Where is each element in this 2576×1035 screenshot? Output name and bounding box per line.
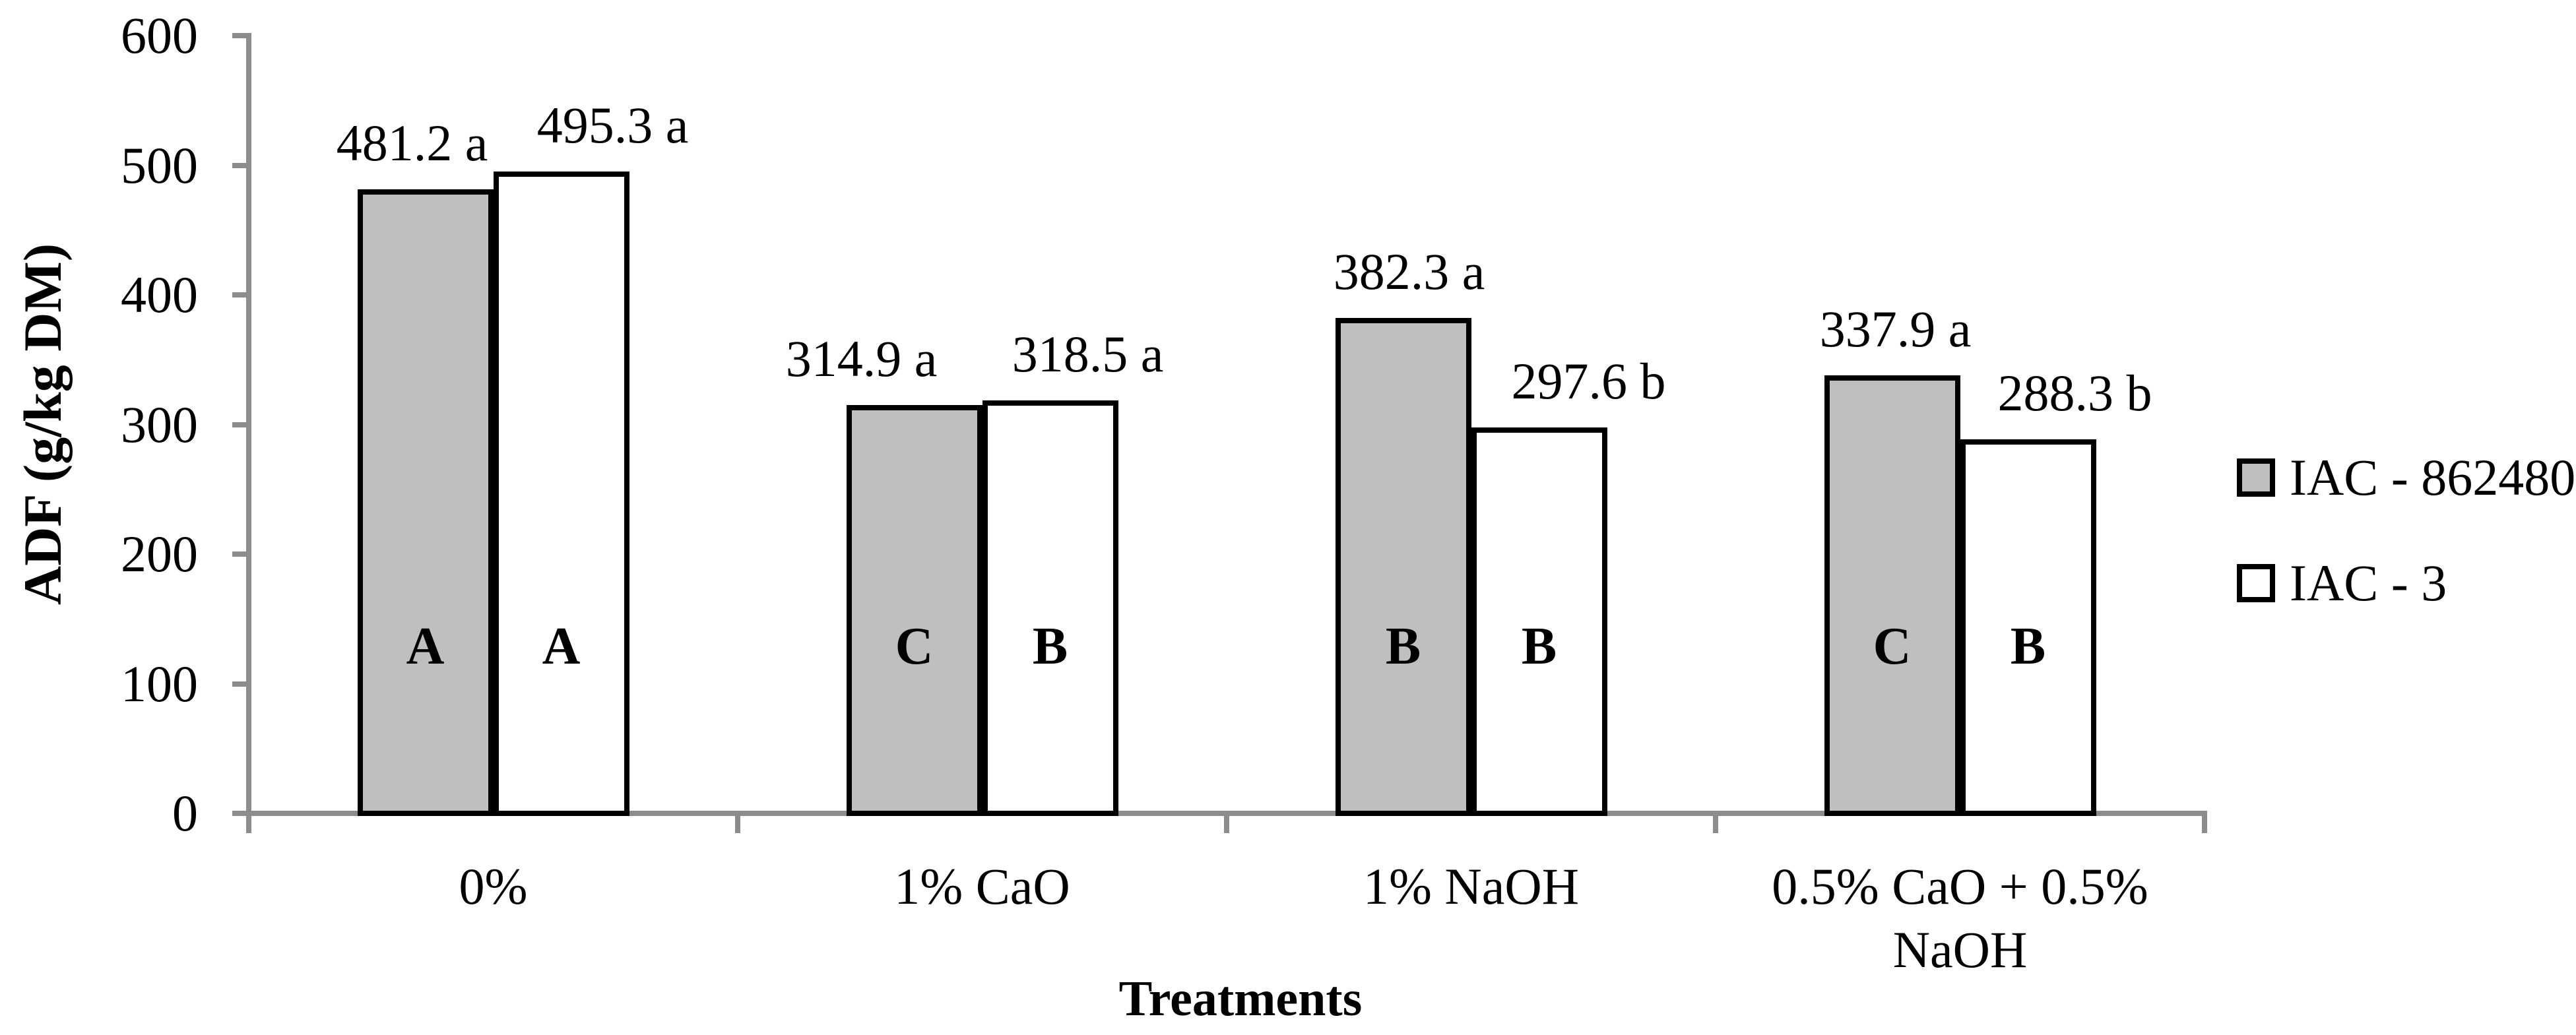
bar [1824, 375, 1960, 816]
bar-value-label: 382.3 a [1333, 242, 1485, 300]
bar-value-label: 481.2 a [336, 114, 488, 172]
x-tick-mark [735, 813, 740, 833]
bar-letter-label: B [2010, 617, 2046, 675]
x-tick-mark [1224, 813, 1229, 833]
bar-value-label: 318.5 a [1012, 325, 1164, 383]
y-tick-mark [232, 292, 249, 298]
legend-item: IAC - 862480 [2237, 438, 2575, 517]
bar [493, 171, 629, 816]
legend-swatch-icon [2237, 458, 2275, 497]
y-tick-label: 100 [121, 654, 198, 712]
category-label: 0.5% CaO + 0.5% NaOH [1772, 858, 2148, 978]
bar [1335, 317, 1471, 816]
legend-swatch-icon [2237, 564, 2275, 602]
y-tick-mark [232, 681, 249, 687]
y-tick-label: 200 [121, 525, 198, 582]
bar-value-label: 288.3 b [1997, 364, 2152, 422]
x-axis-title: Treatments [1118, 971, 1363, 1026]
bar-letter-label: C [895, 617, 934, 675]
bar [1471, 427, 1607, 816]
bar-letter-label: B [1032, 617, 1068, 675]
bar-letter-label: A [406, 617, 445, 675]
category-label: 1% CaO [894, 858, 1070, 915]
y-tick-mark [232, 811, 249, 816]
legend-label: IAC - 3 [2290, 554, 2447, 612]
x-tick-mark [2202, 813, 2207, 833]
y-tick-label: 400 [121, 266, 198, 323]
bar-value-label: 297.6 b [1511, 352, 1666, 410]
bar-letter-label: B [1385, 617, 1421, 675]
y-tick-label: 600 [121, 7, 198, 64]
y-tick-mark [232, 162, 249, 168]
bar-letter-label: A [542, 617, 581, 675]
y-tick-label: 300 [121, 395, 198, 453]
bar-value-label: 314.9 a [785, 330, 938, 388]
bar-letter-label: B [1521, 617, 1557, 675]
bar-value-label: 337.9 a [1819, 300, 1972, 358]
bar [357, 189, 494, 816]
bar [1960, 439, 2096, 816]
bar [846, 405, 982, 816]
bar-value-label: 495.3 a [536, 96, 689, 154]
category-label: 1% NaOH [1363, 858, 1580, 915]
y-tick-mark [232, 33, 249, 38]
legend-label: IAC - 862480 [2290, 449, 2576, 506]
x-tick-mark [246, 813, 251, 833]
y-tick-mark [232, 422, 249, 427]
x-tick-mark [1713, 813, 1718, 833]
bar [982, 400, 1118, 816]
legend-item: IAC - 3 [2237, 544, 2447, 623]
y-tick-label: 0 [172, 784, 198, 842]
bar-letter-label: C [1873, 617, 1912, 675]
y-tick-mark [232, 551, 249, 557]
y-tick-label: 500 [121, 136, 198, 194]
category-label: 0% [459, 858, 528, 915]
y-axis-line [246, 33, 251, 816]
